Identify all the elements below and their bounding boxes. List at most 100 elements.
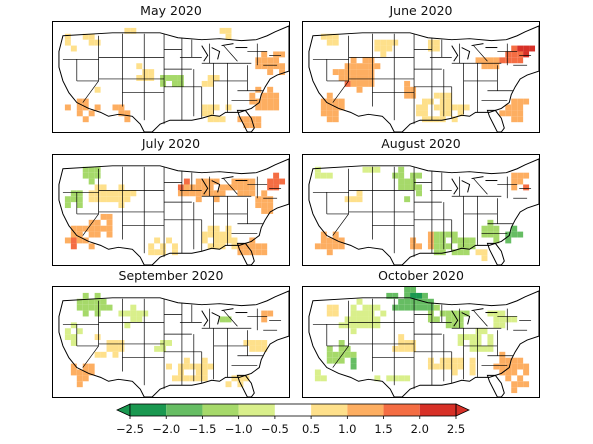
anomaly-cell (82, 225, 89, 232)
anomaly-cell (338, 237, 345, 244)
anomaly-cell (487, 310, 494, 317)
panel-title: September 2020 (118, 268, 224, 283)
anomaly-cell (511, 98, 518, 105)
anomaly-cell (439, 357, 446, 364)
anomaly-cell (421, 304, 428, 311)
anomaly-cell (142, 69, 149, 76)
anomaly-cell (404, 92, 411, 99)
anomaly-cell (136, 310, 143, 317)
anomaly-cell (76, 369, 83, 376)
panel-title: May 2020 (140, 3, 202, 18)
anomaly-cell (76, 190, 83, 197)
anomaly-cell (94, 196, 101, 203)
lake-shore (451, 310, 459, 327)
anomaly-cell (195, 363, 202, 370)
anomaly-cell (487, 225, 494, 232)
anomaly-cell (82, 98, 89, 105)
anomaly-cell (273, 178, 280, 185)
anomaly-cell (475, 249, 482, 256)
anomaly-cell (106, 340, 113, 346)
anomaly-cell (88, 110, 95, 117)
state-borders (58, 158, 289, 265)
anomaly-cell (374, 316, 381, 323)
anomaly-cell (386, 39, 393, 46)
colorbar-tick-label: 2.0 (410, 422, 429, 436)
anomaly-cell (451, 237, 458, 244)
anomaly-cell (326, 33, 333, 40)
anomaly-cell (511, 178, 518, 185)
anomaly-cell (273, 98, 280, 105)
anomaly-cell (457, 322, 464, 329)
anomaly-cell (166, 340, 172, 346)
anomaly-cell (70, 243, 77, 250)
anomaly-cell (201, 375, 208, 382)
anomaly-cell (451, 316, 458, 323)
anomaly-cell (410, 237, 417, 244)
anomaly-cell (130, 27, 137, 34)
anomaly-cell (160, 75, 167, 81)
anomaly-cells (64, 166, 286, 256)
anomaly-cell (213, 116, 220, 123)
state-border (223, 310, 238, 327)
colorbar-tick-label: −0.5 (260, 422, 289, 436)
anomaly-cell (160, 243, 167, 250)
anomaly-cell (148, 243, 155, 250)
anomaly-cell (249, 345, 256, 352)
anomaly-cell (148, 249, 155, 256)
anomaly-cell (207, 225, 214, 232)
anomaly-cell (76, 98, 83, 105)
anomaly-cell (320, 98, 327, 105)
anomaly-cell (106, 213, 113, 220)
anomaly-cell (445, 98, 452, 105)
anomaly-cell (445, 104, 452, 111)
anomaly-cell (457, 243, 464, 250)
anomaly-cell (261, 202, 268, 209)
anomaly-cell (207, 178, 214, 185)
anomaly-cell (487, 334, 494, 341)
anomaly-cell (451, 249, 458, 256)
anomaly-cell (261, 190, 268, 197)
state-borders (308, 25, 539, 132)
anomaly-cell (457, 310, 464, 317)
anomaly-cell (88, 243, 95, 250)
colorbar-tick-label: −2.5 (116, 422, 144, 436)
colorbar-segment (383, 404, 420, 416)
anomaly-cell (445, 231, 452, 238)
anomaly-cell (207, 243, 214, 250)
anomaly-cell (225, 27, 232, 34)
anomaly-cell (445, 316, 452, 323)
anomaly-cell (124, 190, 131, 197)
anomaly-cell (421, 110, 428, 117)
anomaly-cell (195, 196, 202, 203)
anomaly-cell (451, 357, 458, 364)
anomaly-cell (177, 375, 184, 382)
anomaly-map (58, 25, 289, 132)
anomaly-cell (255, 63, 262, 70)
anomaly-cell (177, 190, 184, 197)
anomaly-cell (106, 225, 113, 232)
anomaly-cell (523, 184, 530, 191)
anomaly-cell (350, 57, 357, 64)
anomaly-cell (112, 190, 119, 197)
anomaly-cell (386, 375, 393, 382)
anomaly-cell (380, 51, 387, 58)
anomaly-cell (201, 237, 208, 244)
anomaly-cell (225, 237, 232, 244)
anomaly-cell (433, 249, 440, 256)
coastline (236, 374, 255, 397)
anomaly-cell (326, 110, 333, 117)
anomaly-cell (166, 75, 172, 81)
anomaly-cell (398, 345, 405, 352)
anomaly-cell (451, 363, 458, 370)
anomaly-cell (493, 225, 500, 232)
anomaly-cell (70, 322, 77, 329)
anomaly-map (308, 158, 539, 265)
anomaly-cell (499, 357, 506, 364)
colorbar-segment (166, 404, 203, 416)
lake-shore (221, 176, 234, 180)
anomaly-cell (100, 298, 107, 305)
anomaly-cell (118, 310, 125, 317)
colorbar-tick-label: 1.5 (374, 422, 393, 436)
anomaly-cell (261, 243, 268, 250)
anomaly-cell (177, 75, 184, 81)
